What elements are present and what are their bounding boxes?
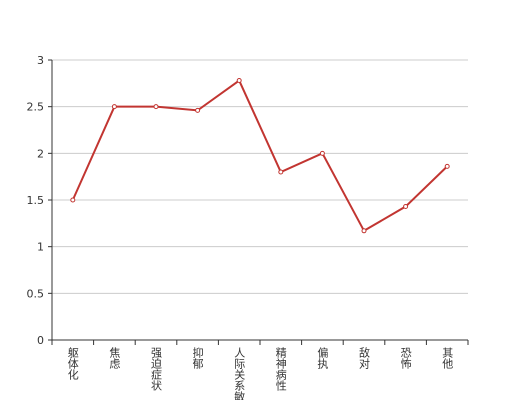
point xyxy=(70,197,76,203)
x-tick-label: 焦虑 xyxy=(108,347,121,369)
y-tick-label: 1.5 xyxy=(27,194,45,207)
point xyxy=(195,107,201,113)
x-tick-label: 精神病性 xyxy=(274,347,287,392)
point xyxy=(319,150,325,156)
y-tick-label: 0.5 xyxy=(27,287,45,300)
point xyxy=(444,163,450,169)
x-tick-label: 躯体化 xyxy=(66,347,79,381)
y-tick-label: 2 xyxy=(37,147,44,160)
y-tick-label: 1 xyxy=(37,241,44,254)
point xyxy=(236,78,242,84)
point xyxy=(153,104,159,110)
x-tick-label: 人际关系敏感 xyxy=(233,347,246,400)
x-tick-label: 强迫症状 xyxy=(150,347,163,391)
y-tick-label: 3 xyxy=(37,54,44,67)
y-tick-label: 2.5 xyxy=(27,101,45,114)
x-tick-label: 偏执 xyxy=(316,346,329,370)
x-tick-label: 其他 xyxy=(441,347,454,369)
x-tick-label: 敌对 xyxy=(358,346,371,369)
point xyxy=(361,228,367,234)
point xyxy=(403,204,409,210)
x-tick-label: 恐怖 xyxy=(399,347,412,369)
line xyxy=(71,79,448,233)
point xyxy=(278,169,284,175)
y-tick-label: 0 xyxy=(37,334,44,347)
x-tick-label: 抑郁 xyxy=(191,346,204,369)
point xyxy=(111,104,117,110)
